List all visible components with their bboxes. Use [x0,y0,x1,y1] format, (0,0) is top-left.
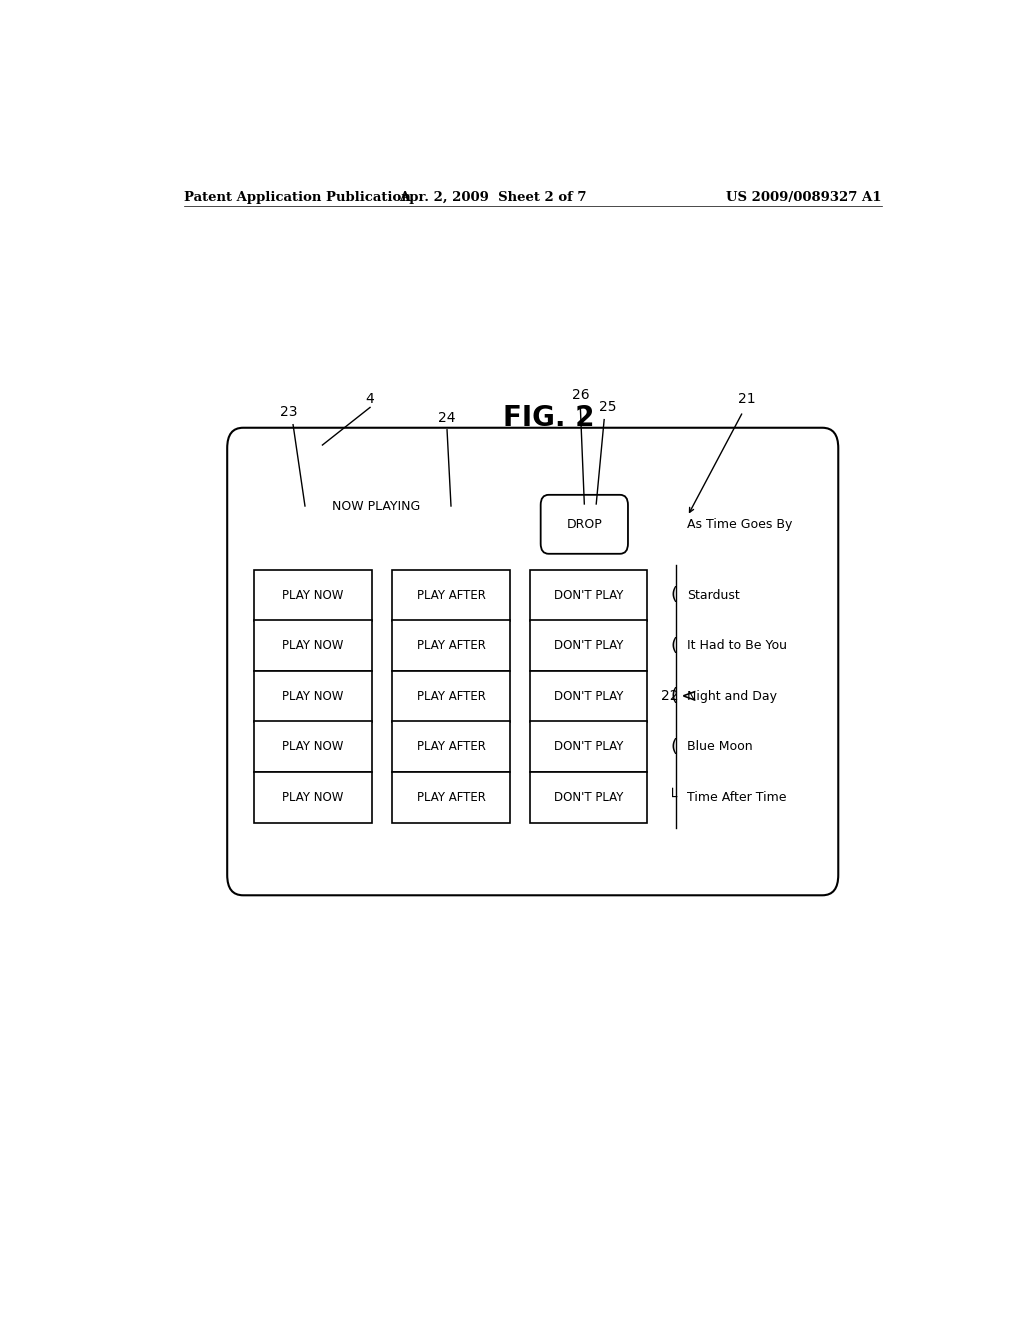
Text: (: ( [670,636,677,655]
Text: PLAY AFTER: PLAY AFTER [417,791,485,804]
Text: (: ( [670,688,677,705]
Text: PLAY AFTER: PLAY AFTER [417,639,485,652]
Text: DON'T PLAY: DON'T PLAY [554,589,623,602]
Text: 26: 26 [571,388,589,403]
FancyBboxPatch shape [392,570,510,620]
FancyBboxPatch shape [254,620,372,672]
Text: 4: 4 [366,392,375,407]
Text: Patent Application Publication: Patent Application Publication [183,190,411,203]
Text: <: < [681,686,697,706]
Text: └: └ [668,789,677,805]
Text: It Had to Be You: It Had to Be You [687,639,787,652]
FancyBboxPatch shape [529,671,647,722]
Text: Stardust: Stardust [687,589,740,602]
FancyBboxPatch shape [254,671,372,722]
Text: DON'T PLAY: DON'T PLAY [554,791,623,804]
Text: PLAY NOW: PLAY NOW [283,639,344,652]
Text: 25: 25 [599,400,616,414]
FancyBboxPatch shape [529,772,647,822]
FancyBboxPatch shape [529,570,647,620]
Text: 21: 21 [738,392,756,407]
Text: 22: 22 [662,689,679,704]
Text: Night and Day: Night and Day [687,690,777,702]
Text: PLAY AFTER: PLAY AFTER [417,741,485,754]
Text: As Time Goes By: As Time Goes By [687,517,793,531]
Text: (: ( [670,738,677,756]
Text: PLAY AFTER: PLAY AFTER [417,690,485,702]
Text: Apr. 2, 2009  Sheet 2 of 7: Apr. 2, 2009 Sheet 2 of 7 [399,190,587,203]
Text: PLAY NOW: PLAY NOW [283,791,344,804]
FancyBboxPatch shape [392,620,510,672]
Text: PLAY AFTER: PLAY AFTER [417,589,485,602]
Text: DON'T PLAY: DON'T PLAY [554,690,623,702]
Text: DROP: DROP [566,517,602,531]
Text: PLAY NOW: PLAY NOW [283,589,344,602]
Text: DON'T PLAY: DON'T PLAY [554,741,623,754]
Text: PLAY NOW: PLAY NOW [283,690,344,702]
Text: US 2009/0089327 A1: US 2009/0089327 A1 [726,190,882,203]
FancyBboxPatch shape [541,495,628,554]
Text: (: ( [670,586,677,605]
FancyBboxPatch shape [227,428,839,895]
Text: 24: 24 [438,411,456,425]
Text: Time After Time: Time After Time [687,791,787,804]
FancyBboxPatch shape [392,772,510,822]
Text: DON'T PLAY: DON'T PLAY [554,639,623,652]
FancyBboxPatch shape [254,570,372,620]
Text: NOW PLAYING: NOW PLAYING [332,499,421,512]
FancyBboxPatch shape [529,721,647,772]
Text: Blue Moon: Blue Moon [687,741,753,754]
Text: 23: 23 [281,405,298,420]
FancyBboxPatch shape [529,620,647,672]
Text: PLAY NOW: PLAY NOW [283,741,344,754]
FancyBboxPatch shape [392,721,510,772]
FancyBboxPatch shape [254,772,372,822]
FancyBboxPatch shape [392,671,510,722]
Text: FIG. 2: FIG. 2 [503,404,594,432]
FancyBboxPatch shape [254,721,372,772]
